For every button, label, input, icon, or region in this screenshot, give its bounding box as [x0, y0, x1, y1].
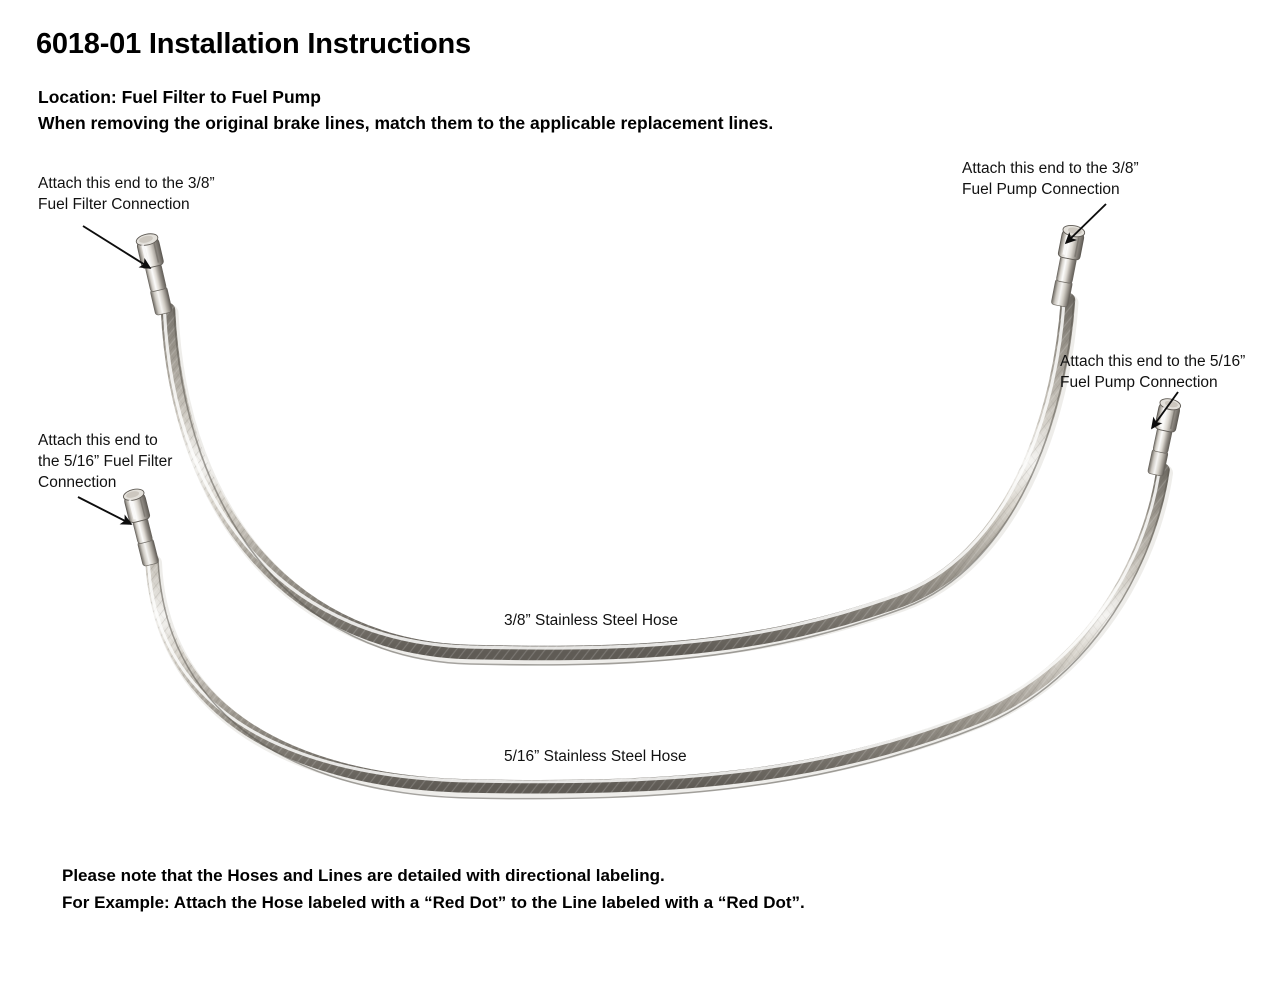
- hose-3-8-shadow: [161, 294, 1079, 665]
- callout-fuel-pump-5-16: Attach this end to the 5/16” Fuel Pump C…: [1060, 351, 1245, 393]
- fitting-shank: [1152, 427, 1173, 454]
- fitting-highlight: [141, 244, 149, 266]
- fitting-fuel-filter-5-16: [123, 488, 159, 567]
- fitting-shank: [132, 517, 153, 544]
- arrow-fuel-filter-3-8: [82, 225, 152, 269]
- callout-fuel-filter-5-16: Attach this end to the 5/16” Fuel Filter…: [38, 430, 172, 493]
- fitting-fuel-pump-3-8: [1051, 224, 1086, 308]
- location-line: Location: Fuel Filter to Fuel Pump: [38, 87, 321, 107]
- hose-3-8-assembly: [160, 292, 1079, 666]
- footer-note: Please note that the Hoses and Lines are…: [62, 862, 805, 916]
- arrow-fuel-pump-3-8: [1064, 203, 1107, 245]
- page-title: 6018-01 Installation Instructions: [36, 28, 471, 60]
- hose-label-3-8: 3/8” Stainless Steel Hose: [504, 612, 679, 629]
- fitting-highlight: [128, 499, 136, 520]
- fitting-collar: [1147, 448, 1169, 477]
- hose-3-8-edge: [173, 298, 1075, 666]
- footer-line-2: For Example: Attach the Hose labeled wit…: [62, 893, 805, 912]
- fitting-hex-bore: [139, 235, 153, 243]
- callout-line-1: Attach this end to the 3/8”: [38, 175, 215, 192]
- fitting-hex-body: [1057, 228, 1085, 261]
- hose-3-8-highlight: [162, 300, 1066, 650]
- fitting-shank: [145, 263, 167, 292]
- fitting-hex-body: [136, 237, 164, 269]
- callout-line-1: Attach this end to: [38, 432, 158, 449]
- fitting-collar: [137, 538, 159, 567]
- fitting-shank: [1056, 255, 1077, 284]
- callout-line-3: Connection: [38, 474, 117, 491]
- fitting-collar: [1051, 278, 1073, 308]
- callout-line-2: Fuel Pump Connection: [962, 181, 1120, 198]
- fitting-shade: [139, 498, 146, 517]
- fitting-hex-bore: [1068, 227, 1082, 235]
- callout-fuel-pump-3-8: Attach this end to the 3/8” Fuel Pump Co…: [962, 158, 1139, 200]
- fitting-shade: [1074, 237, 1080, 257]
- match-instruction-line: When removing the original brake lines, …: [38, 113, 774, 133]
- fitting-fuel-pump-5-16: [1147, 398, 1182, 477]
- fitting-hex-top: [1159, 398, 1182, 411]
- fitting-hex-body: [124, 492, 151, 523]
- hose-5-16-shadow: [146, 465, 1173, 798]
- hose-3-8-weave: [160, 292, 1076, 661]
- fitting-shade: [153, 242, 160, 263]
- callout-line-1: Attach this end to the 3/8”: [962, 160, 1139, 177]
- hose-label-5-16: 5/16” Stainless Steel Hose: [504, 748, 687, 765]
- fitting-collar: [150, 286, 173, 316]
- footer-line-1: Please note that the Hoses and Lines are…: [62, 866, 665, 885]
- fitting-highlight: [1062, 234, 1069, 255]
- hose-3-8-body: [160, 292, 1076, 661]
- fitting-shade: [1169, 410, 1176, 430]
- fitting-hex-bore: [1164, 400, 1178, 408]
- callout-line-2: the 5/16” Fuel Filter: [38, 453, 173, 470]
- fitting-highlight: [1159, 406, 1166, 427]
- callout-fuel-filter-3-8: Attach this end to the 3/8” Fuel Filter …: [38, 173, 215, 215]
- arrow-fuel-filter-5-16: [77, 496, 133, 525]
- fitting-fuel-filter-3-8: [135, 233, 173, 316]
- fitting-hex-top: [135, 233, 159, 246]
- callout-line-2: Fuel Filter Connection: [38, 196, 190, 213]
- callout-line-2: Fuel Pump Connection: [1060, 374, 1218, 391]
- fitting-hex-top: [1062, 224, 1086, 238]
- hose-3-8-weave-cross: [160, 292, 1076, 661]
- fitting-hex-body: [1154, 401, 1180, 433]
- callout-line-1: Attach this end to the 5/16”: [1060, 353, 1246, 370]
- arrow-fuel-pump-5-16: [1151, 391, 1179, 430]
